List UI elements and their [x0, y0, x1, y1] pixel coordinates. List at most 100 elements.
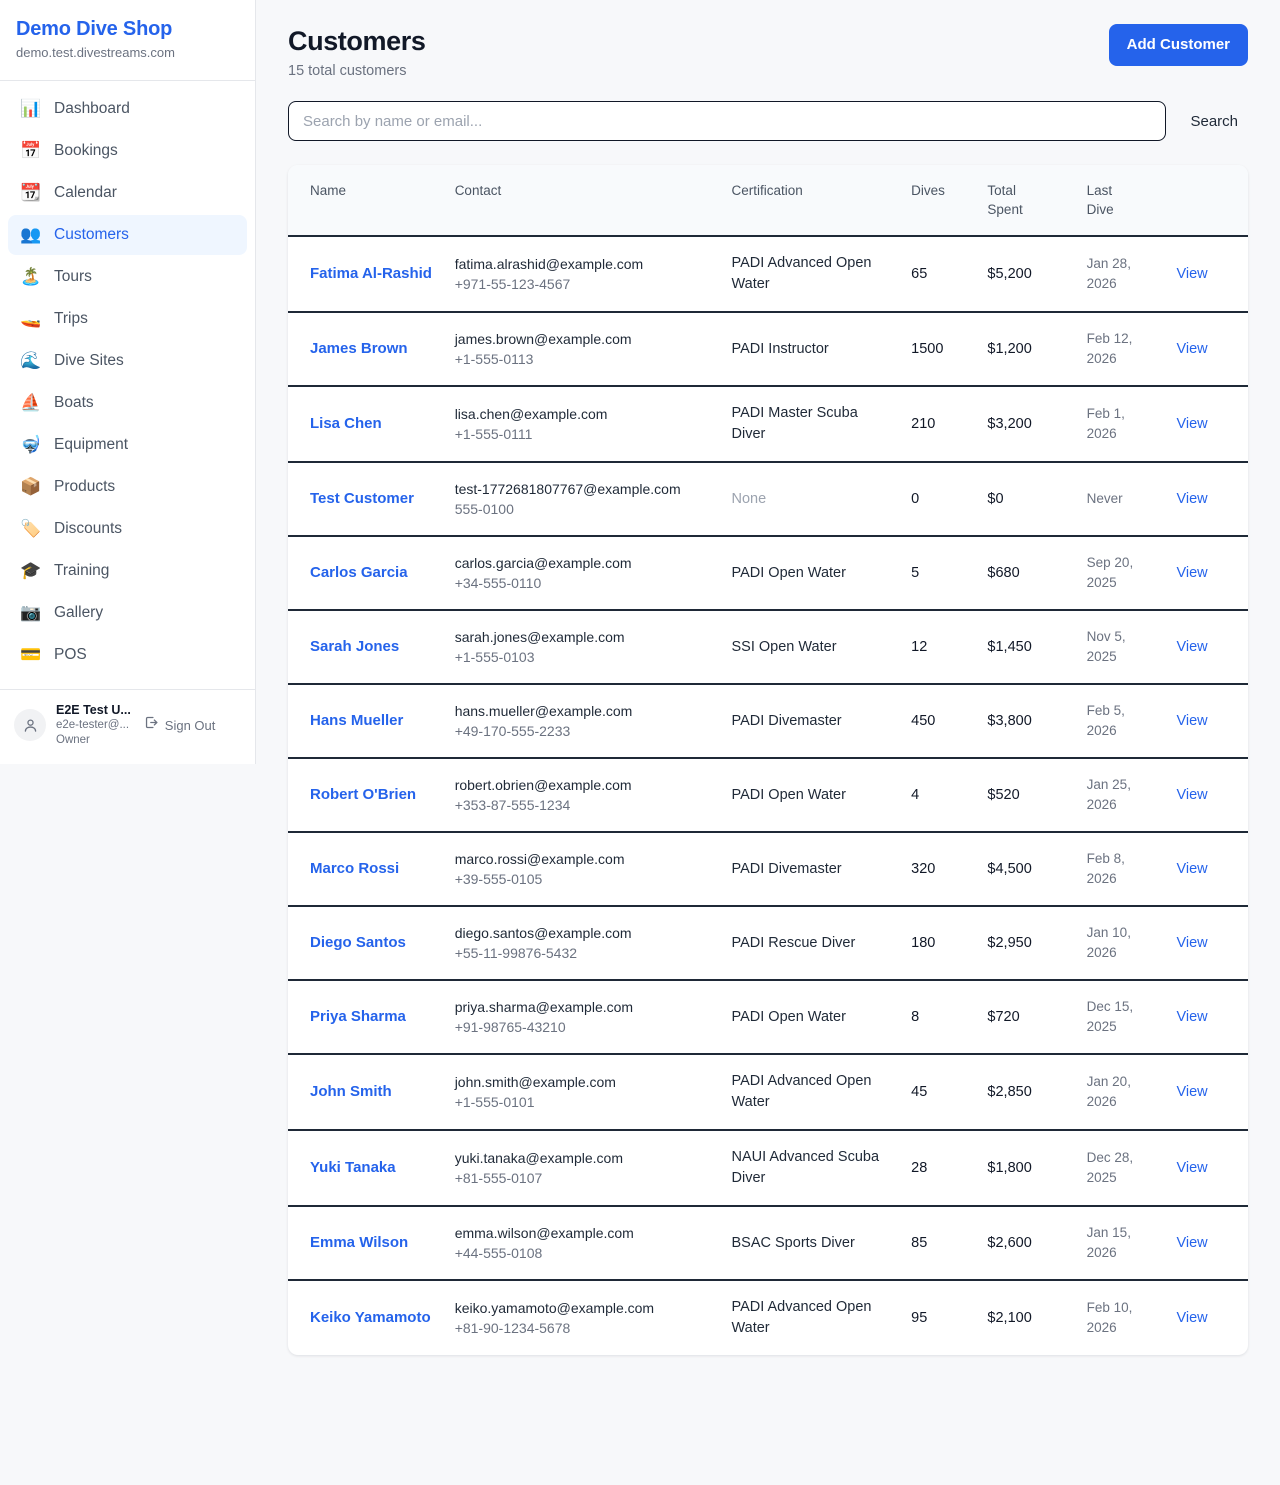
customer-name-link[interactable]: Lisa Chen [310, 415, 382, 432]
column-header-certification[interactable]: Certification [721, 165, 902, 237]
cell-name: Fatima Al-Rashid [288, 236, 445, 313]
sidebar-item-label: Equipment [54, 436, 129, 453]
customer-name-link[interactable]: James Brown [310, 340, 408, 357]
customer-email: carlos.garcia@example.com [454, 555, 632, 571]
sidebar-item-boats[interactable]: ⛵ Boats [8, 383, 247, 423]
customer-name-link[interactable]: Hans Mueller [310, 712, 404, 729]
page-title: Customers [288, 26, 426, 56]
view-link[interactable]: View [1176, 491, 1208, 507]
sidebar-item-training[interactable]: 🎓 Training [8, 551, 247, 591]
view-link[interactable]: View [1176, 861, 1208, 877]
customer-phone: +81-90-1234-5678 [454, 1320, 571, 1336]
column-header-total-spent[interactable]: Total Spent [977, 165, 1077, 237]
customer-name-link[interactable]: Diego Santos [310, 934, 406, 951]
search-input[interactable] [288, 101, 1167, 141]
cell-actions: View [1166, 236, 1248, 313]
search-button[interactable]: Search [1180, 105, 1248, 138]
graduation-icon: 🎓 [20, 561, 42, 580]
sidebar-item-trips[interactable]: 🚤 Trips [8, 299, 247, 339]
view-link[interactable]: View [1176, 787, 1208, 803]
column-header-last-dive[interactable]: Last Dive [1076, 165, 1167, 237]
customer-name-link[interactable]: Keiko Yamamoto [310, 1309, 431, 1326]
cell-dives: 8 [901, 980, 978, 1055]
sidebar-item-customers[interactable]: 👥 Customers [8, 215, 247, 255]
customer-phone: +1-555-0111 [454, 426, 533, 442]
sign-out-button[interactable]: Sign Out [143, 714, 215, 736]
view-link[interactable]: View [1176, 935, 1208, 951]
view-link[interactable]: View [1176, 1009, 1208, 1025]
view-link[interactable]: View [1176, 1310, 1208, 1326]
view-link[interactable]: View [1176, 565, 1208, 581]
sidebar-item-label: Discounts [54, 520, 123, 537]
column-header-dives[interactable]: Dives [901, 165, 978, 237]
sidebar-item-calendar[interactable]: 📆 Calendar [8, 173, 247, 213]
sidebar-item-label: Gallery [54, 604, 104, 621]
certification-value: PADI Master Scuba Diver [731, 405, 858, 442]
view-link[interactable]: View [1176, 1235, 1208, 1251]
cell-total-spent: $680 [977, 536, 1077, 611]
total-spent-line1: Total [987, 183, 1016, 198]
table-row: Test Customer test-1772681807767@example.… [288, 462, 1248, 537]
customer-name-link[interactable]: Fatima Al-Rashid [310, 265, 432, 282]
customer-name-link[interactable]: Robert O'Brien [310, 786, 417, 803]
customer-name-link[interactable]: Test Customer [310, 490, 414, 507]
sidebar-item-dashboard[interactable]: 📊 Dashboard [8, 89, 247, 129]
customer-name-link[interactable]: Marco Rossi [310, 860, 400, 877]
cell-actions: View [1166, 312, 1248, 387]
cell-name: James Brown [288, 312, 445, 387]
sidebar-item-label: Training [54, 562, 110, 579]
main-content: Customers 15 total customers Add Custome… [256, 0, 1280, 1385]
sidebar-item-tours[interactable]: 🏝️ Tours [8, 257, 247, 297]
cell-name: Emma Wilson [288, 1206, 445, 1281]
cell-contact: keiko.yamamoto@example.com +81-90-1234-56… [445, 1280, 722, 1355]
sidebar-item-gallery[interactable]: 📷 Gallery [8, 593, 247, 633]
customer-name-link[interactable]: Emma Wilson [310, 1234, 409, 1251]
sidebar-item-discounts[interactable]: 🏷️ Discounts [8, 509, 247, 549]
cell-actions: View [1166, 536, 1248, 611]
view-link[interactable]: View [1176, 1084, 1208, 1100]
add-customer-button[interactable]: Add Customer [1108, 24, 1248, 66]
customer-name-link[interactable]: Yuki Tanaka [310, 1159, 396, 1176]
cell-name: Sarah Jones [288, 610, 445, 685]
sidebar-item-products[interactable]: 📦 Products [8, 467, 247, 507]
view-link[interactable]: View [1176, 416, 1208, 432]
sidebar-brand[interactable]: Demo Dive Shop demo.test.divestreams.com [0, 0, 255, 81]
sidebar-item-label: Products [54, 478, 116, 495]
view-link[interactable]: View [1176, 341, 1208, 357]
cell-dives: 28 [901, 1130, 978, 1207]
customer-phone: +1-555-0103 [454, 649, 535, 665]
wave-icon: 🌊 [20, 351, 42, 370]
table-row: James Brown james.brown@example.com +1-555… [288, 312, 1248, 387]
customer-email: lisa.chen@example.com [454, 406, 608, 422]
customer-name-link[interactable]: Sarah Jones [310, 638, 400, 655]
view-link[interactable]: View [1176, 266, 1208, 282]
cell-last-dive: Jan 15, 2026 [1076, 1206, 1167, 1281]
view-link[interactable]: View [1176, 713, 1208, 729]
sidebar-item-equipment[interactable]: 🤿 Equipment [8, 425, 247, 465]
customer-name-link[interactable]: Carlos Garcia [310, 564, 408, 581]
view-link[interactable]: View [1176, 639, 1208, 655]
customer-email: john.smith@example.com [454, 1074, 616, 1090]
cell-certification: BSAC Sports Diver [721, 1206, 902, 1281]
cell-dives: 320 [901, 832, 978, 907]
table-header-row: Name Contact Certification Dives Total S… [288, 165, 1248, 237]
cell-dives: 5 [901, 536, 978, 611]
cell-last-dive: Jan 28, 2026 [1076, 236, 1167, 313]
cell-dives: 65 [901, 236, 978, 313]
customer-name-link[interactable]: Priya Sharma [310, 1008, 406, 1025]
cell-actions: View [1166, 462, 1248, 537]
customer-name-link[interactable]: John Smith [310, 1083, 392, 1100]
customer-phone: +91-98765-43210 [454, 1019, 566, 1035]
customer-email: hans.mueller@example.com [454, 703, 633, 719]
customer-email: robert.obrien@example.com [454, 777, 632, 793]
view-link[interactable]: View [1176, 1160, 1208, 1176]
customer-email: sarah.jones@example.com [454, 629, 625, 645]
column-header-name[interactable]: Name [288, 165, 445, 237]
cell-total-spent: $1,200 [977, 312, 1077, 387]
sidebar-item-pos[interactable]: 💳 POS [8, 635, 247, 675]
sidebar-item-dive-sites[interactable]: 🌊 Dive Sites [8, 341, 247, 381]
customer-email: priya.sharma@example.com [454, 999, 634, 1015]
column-header-contact[interactable]: Contact [444, 165, 722, 237]
sidebar-item-bookings[interactable]: 📅 Bookings [8, 131, 247, 171]
customer-phone: +34-555-0110 [454, 575, 542, 591]
